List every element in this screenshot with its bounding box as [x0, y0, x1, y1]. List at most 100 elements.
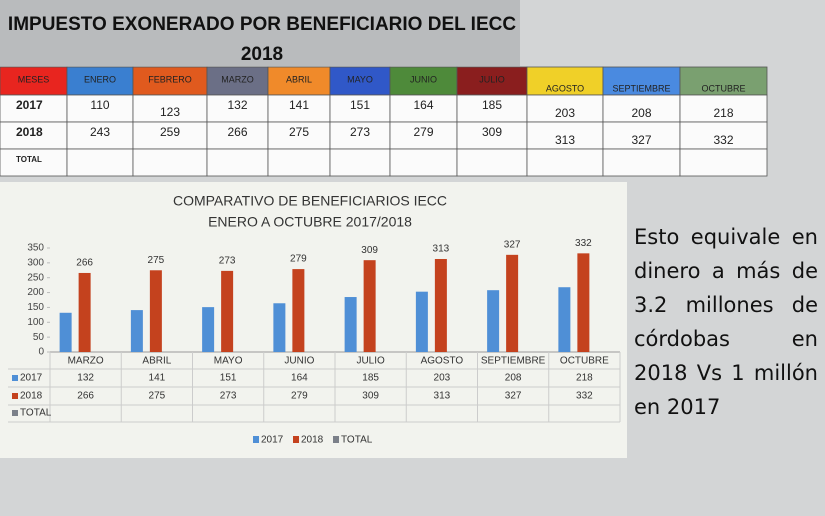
chart-subtitle: ENERO A OCTUBRE 2017/2018 — [208, 214, 412, 230]
table-cell — [132, 94, 208, 123]
bar — [78, 272, 91, 352]
table-value: 141 — [149, 373, 166, 384]
table-cell — [329, 148, 391, 177]
header-cell — [602, 66, 681, 96]
table-cell — [267, 148, 331, 177]
legend-label: 2017 — [261, 435, 284, 446]
table-cell — [456, 148, 528, 177]
header-label: OCTUBRE — [701, 83, 745, 93]
table-title: IMPUESTO EXONERADO POR BENEFICIARIO DEL … — [8, 14, 516, 35]
cell-value: 332 — [713, 133, 733, 147]
bar — [130, 310, 143, 352]
table-cell — [456, 121, 528, 150]
bar — [292, 269, 305, 352]
cell-value: 275 — [289, 125, 309, 139]
table-cell — [132, 121, 208, 150]
y-tick-label: 200 — [27, 287, 44, 298]
bar — [363, 260, 376, 352]
table-value: 273 — [220, 391, 237, 402]
bar — [506, 254, 519, 352]
table-value: 279 — [291, 391, 308, 402]
header-cell — [679, 66, 768, 96]
table-value: 313 — [434, 391, 451, 402]
table-cell — [679, 121, 768, 150]
table-cell — [679, 94, 768, 123]
header-cell — [329, 66, 391, 96]
table-cell — [66, 94, 134, 123]
table-cell — [329, 94, 391, 123]
y-tick-label: 150 — [27, 302, 44, 313]
table-value: 203 — [434, 373, 451, 384]
bar — [344, 297, 357, 352]
header-label: MESES — [18, 74, 50, 84]
table-cell — [602, 148, 681, 177]
data-label: 313 — [433, 244, 450, 255]
table-cell — [132, 148, 208, 177]
header-cell — [267, 66, 331, 96]
row-label: 2017 — [16, 98, 43, 112]
data-label: 327 — [504, 239, 521, 250]
header-label: JUNIO — [410, 74, 437, 84]
cell-value: 203 — [555, 106, 575, 120]
bar — [273, 303, 286, 352]
table-cell — [267, 121, 331, 150]
legend-label: 2018 — [301, 435, 324, 446]
series-label: 2018 — [20, 391, 43, 402]
table-cell — [602, 121, 681, 150]
series-label: 2017 — [20, 373, 43, 384]
bar — [577, 253, 590, 352]
table-value: 132 — [77, 373, 94, 384]
chart-title: COMPARATIVO DE BENEFICIARIOS IECC — [173, 193, 447, 209]
header-label: AGOSTO — [546, 83, 584, 93]
cell-value: 132 — [227, 98, 247, 112]
row-label: TOTAL — [16, 155, 42, 164]
bar — [59, 312, 72, 352]
cell-value: 243 — [90, 125, 110, 139]
cell-value: 208 — [631, 106, 651, 120]
table-value: 275 — [149, 391, 166, 402]
header-label: SEPTIEMBRE — [612, 83, 670, 93]
y-tick-label: 0 — [38, 347, 44, 358]
x-tick-label: OCTUBRE — [560, 356, 609, 367]
row-label: 2018 — [16, 125, 43, 139]
cell-value: 218 — [713, 106, 733, 120]
cell-value: 273 — [350, 125, 370, 139]
table-value: 327 — [505, 391, 522, 402]
legend-swatch — [12, 393, 18, 399]
cell-value: 164 — [413, 98, 433, 112]
table-cell — [206, 148, 269, 177]
legend-swatch — [293, 436, 299, 443]
legend-swatch — [12, 410, 18, 416]
x-tick-label: MAYO — [214, 356, 243, 367]
x-tick-label: JUNIO — [284, 356, 314, 367]
x-tick-label: AGOSTO — [421, 356, 464, 367]
bar — [558, 287, 571, 352]
data-label: 332 — [575, 238, 592, 249]
table-value: 266 — [77, 391, 94, 402]
table-value: 218 — [576, 373, 593, 384]
cell-value: 141 — [289, 98, 309, 112]
table-cell — [0, 148, 68, 177]
x-tick-label: SEPTIEMBRE — [481, 356, 546, 367]
cell-value: 185 — [482, 98, 502, 112]
table-cell — [456, 94, 528, 123]
bar — [487, 290, 500, 352]
table-cell — [0, 121, 68, 150]
table-cell — [389, 94, 458, 123]
y-tick-label: 250 — [27, 272, 44, 283]
title-band — [0, 0, 520, 66]
header-cell — [0, 66, 68, 96]
y-tick-label: 50 — [33, 332, 45, 343]
x-tick-label: JULIO — [356, 356, 385, 367]
table-cell — [66, 148, 134, 177]
cell-value: 110 — [90, 98, 109, 112]
series-label: TOTAL — [20, 408, 52, 419]
legend-swatch — [12, 375, 18, 381]
bar — [202, 307, 215, 352]
cell-value: 266 — [227, 125, 247, 139]
table-cell — [0, 94, 68, 123]
y-tick-label: 100 — [27, 317, 44, 328]
header-label: MARZO — [221, 74, 254, 84]
legend-label: TOTAL — [341, 435, 373, 446]
